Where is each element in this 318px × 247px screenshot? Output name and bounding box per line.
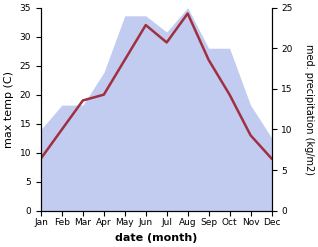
Y-axis label: max temp (C): max temp (C): [4, 71, 14, 148]
Y-axis label: med. precipitation (kg/m2): med. precipitation (kg/m2): [304, 44, 314, 175]
X-axis label: date (month): date (month): [115, 233, 197, 243]
